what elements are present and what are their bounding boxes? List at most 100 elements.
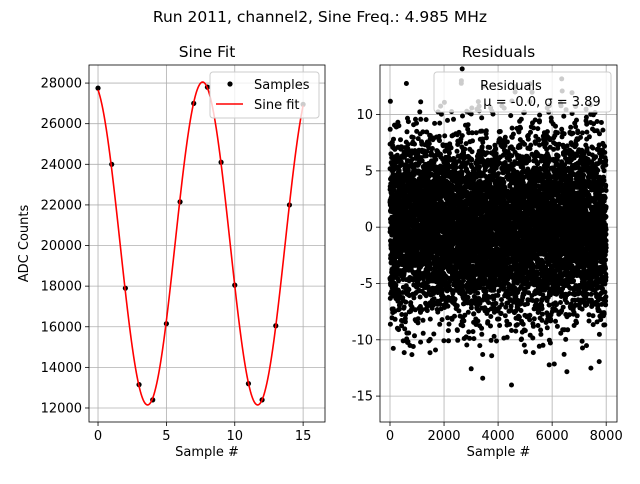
residual-point bbox=[396, 278, 401, 283]
residual-point bbox=[417, 109, 422, 114]
residual-point bbox=[503, 313, 508, 318]
residual-point bbox=[393, 283, 398, 288]
residual-point bbox=[493, 147, 498, 152]
residual-point bbox=[455, 149, 460, 154]
axes-frame bbox=[89, 65, 325, 422]
residual-point bbox=[418, 340, 423, 345]
residual-point bbox=[461, 318, 466, 323]
residual-point bbox=[428, 350, 433, 355]
residual-point bbox=[432, 121, 437, 126]
residual-point bbox=[404, 81, 409, 86]
residual-point bbox=[388, 127, 393, 132]
y-tick-label: 18000 bbox=[41, 280, 82, 295]
residual-point bbox=[494, 339, 499, 344]
x-tick-label: 0 bbox=[386, 429, 394, 444]
residual-point bbox=[471, 336, 476, 341]
residual-point bbox=[452, 314, 457, 319]
residual-point bbox=[455, 303, 460, 308]
residual-point bbox=[433, 157, 438, 162]
residual-point bbox=[466, 295, 471, 300]
x-axis-label: Sample # bbox=[467, 445, 531, 460]
residual-point bbox=[489, 338, 494, 343]
residual-point bbox=[480, 376, 485, 381]
residual-point bbox=[492, 334, 497, 339]
residual-point bbox=[469, 366, 474, 371]
residual-point bbox=[488, 314, 493, 319]
residual-point bbox=[484, 289, 489, 294]
residual-point bbox=[406, 142, 411, 147]
residual-point bbox=[474, 130, 479, 135]
residual-point bbox=[421, 331, 426, 336]
figure-title: Run 2011, channel2, Sine Freq.: 4.985 MH… bbox=[153, 8, 487, 26]
residual-point bbox=[460, 323, 465, 328]
residual-point bbox=[467, 336, 472, 341]
residual-point bbox=[519, 308, 524, 313]
residual-point bbox=[499, 311, 504, 316]
x-tick-label: 5 bbox=[162, 429, 170, 444]
residual-point bbox=[393, 317, 398, 322]
residual-point bbox=[484, 135, 489, 140]
residual-point bbox=[508, 113, 513, 118]
residual-point bbox=[519, 117, 524, 122]
residual-point bbox=[454, 165, 459, 170]
residual-point bbox=[513, 329, 518, 334]
residual-point bbox=[412, 333, 417, 338]
residual-point bbox=[475, 319, 480, 324]
residual-point bbox=[418, 295, 423, 300]
residual-point bbox=[469, 305, 474, 310]
residual-point bbox=[496, 171, 501, 176]
residual-point bbox=[445, 304, 450, 309]
axes-title: Residuals bbox=[462, 43, 536, 61]
y-axis-label: ADC Counts bbox=[17, 205, 32, 283]
residual-point bbox=[460, 133, 465, 138]
residual-point bbox=[495, 293, 500, 298]
y-tick-label: -10 bbox=[352, 333, 373, 348]
residual-point bbox=[437, 138, 442, 143]
residual-point bbox=[437, 322, 442, 327]
x-tick-label: 15 bbox=[295, 429, 312, 444]
residual-point bbox=[501, 180, 506, 185]
residual-point bbox=[477, 164, 482, 169]
y-tick-label: -15 bbox=[352, 390, 373, 405]
residual-point bbox=[440, 317, 445, 322]
y-tick-label: 12000 bbox=[41, 401, 82, 416]
y-tick-label: -5 bbox=[360, 277, 373, 292]
residual-point bbox=[430, 146, 435, 151]
residual-point bbox=[466, 122, 471, 127]
x-tick-label: 8000 bbox=[590, 429, 623, 444]
residual-point bbox=[480, 140, 485, 145]
residual-point bbox=[503, 135, 508, 140]
residual-point bbox=[406, 119, 411, 124]
residual-point bbox=[462, 147, 467, 152]
residual-point bbox=[479, 115, 484, 120]
y-tick-label: 28000 bbox=[41, 77, 82, 92]
legend-label: Sine fit bbox=[254, 98, 300, 113]
x-tick-label: 10 bbox=[226, 429, 243, 444]
residual-point bbox=[416, 316, 421, 321]
y-tick-label: 24000 bbox=[41, 158, 82, 173]
residual-point bbox=[509, 328, 514, 333]
y-tick-label: 26000 bbox=[41, 117, 82, 132]
residual-point bbox=[507, 322, 512, 327]
residual-point bbox=[424, 117, 429, 122]
residual-point bbox=[469, 157, 474, 162]
residual-point bbox=[405, 129, 410, 134]
residual-point bbox=[515, 322, 520, 327]
residual-point bbox=[460, 66, 465, 71]
residual-point bbox=[493, 301, 498, 306]
residual-point bbox=[511, 132, 516, 137]
residual-point bbox=[403, 319, 408, 324]
legend-marker-samples bbox=[227, 81, 232, 86]
residual-point bbox=[489, 353, 494, 358]
residual-point bbox=[471, 329, 476, 334]
residual-point bbox=[447, 151, 452, 156]
residual-point bbox=[402, 350, 407, 355]
residual-point bbox=[447, 322, 452, 327]
x-axis-label: Sample # bbox=[175, 445, 239, 460]
residual-point bbox=[418, 117, 423, 122]
residual-point bbox=[398, 137, 403, 142]
